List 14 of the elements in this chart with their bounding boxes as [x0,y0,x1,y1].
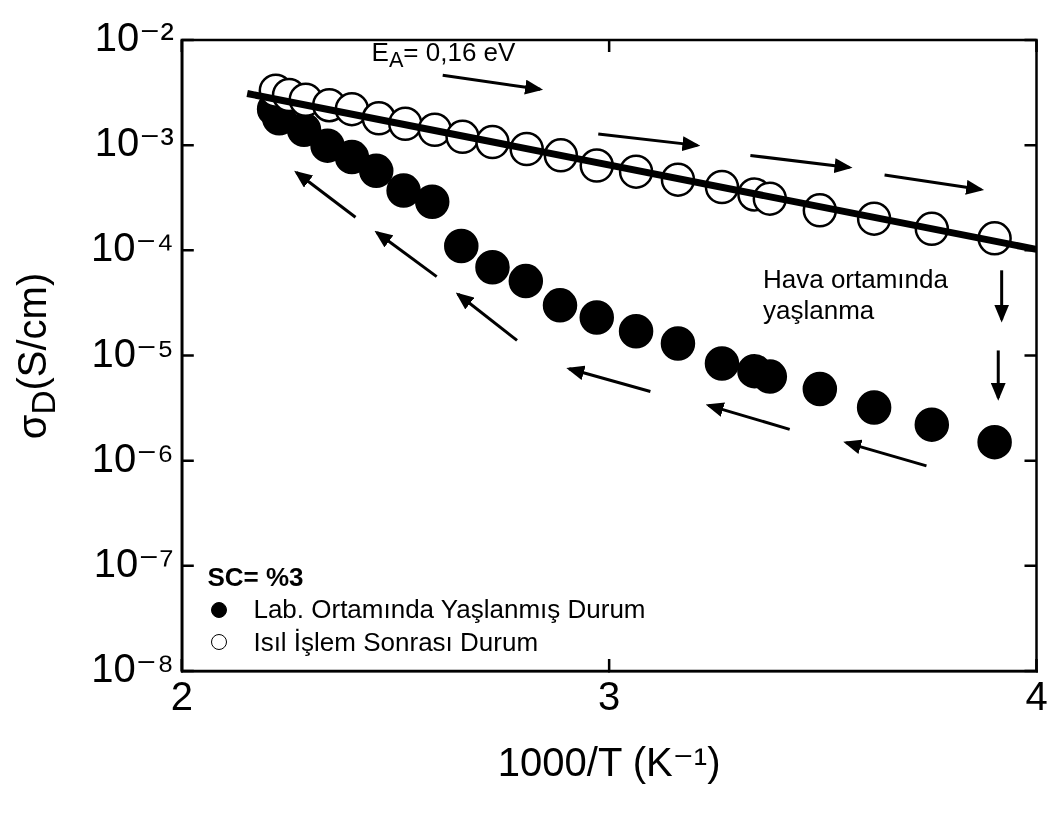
annotation: E$_{A}$= 0,16 eV [371,36,516,74]
x-tick-label: 3 [598,674,621,719]
x-tick-label: 4 [1025,674,1048,719]
legend-title: SC= %3 [207,560,305,594]
legend-label: Lab. Ortamında Yaşlanmış Durum [253,593,646,626]
legend-label: Isıl İşlem Sonrası Durum [253,625,539,659]
y-tick-label: 10⁻³ [94,120,174,165]
y-tick-label: 10⁻⁵ [91,330,174,375]
x-axis-title: 1000/T (K⁻¹) [497,739,721,785]
annotation: Hava ortamında yaşlanma [762,264,949,327]
y-tick-label: 10⁻⁷ [93,540,174,585]
y-tick-label: 10⁻⁶ [91,435,174,480]
y-tick-label: 10⁻² [94,15,174,60]
y-tick-label: 10⁻⁴ [91,225,174,270]
